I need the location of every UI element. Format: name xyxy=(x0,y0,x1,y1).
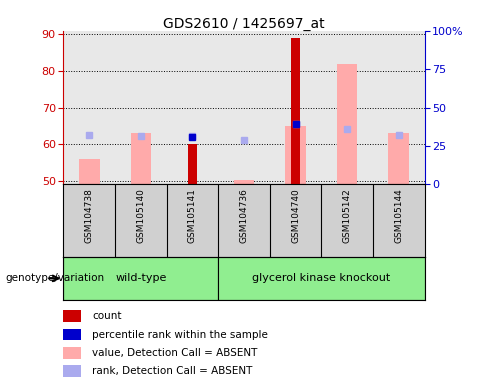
Bar xyxy=(63,257,218,300)
Bar xyxy=(63,311,81,322)
Text: GSM105144: GSM105144 xyxy=(394,188,403,243)
Text: GDS2610 / 1425697_at: GDS2610 / 1425697_at xyxy=(163,17,325,31)
Text: GSM105140: GSM105140 xyxy=(136,188,145,243)
Bar xyxy=(337,64,358,184)
Bar xyxy=(285,126,306,184)
Text: GSM105142: GSM105142 xyxy=(343,188,352,243)
Bar xyxy=(130,133,151,184)
Text: rank, Detection Call = ABSENT: rank, Detection Call = ABSENT xyxy=(92,366,253,376)
Text: value, Detection Call = ABSENT: value, Detection Call = ABSENT xyxy=(92,348,258,358)
Bar xyxy=(218,257,425,300)
Bar xyxy=(388,133,409,184)
Text: percentile rank within the sample: percentile rank within the sample xyxy=(92,329,268,339)
Text: GSM104740: GSM104740 xyxy=(291,188,300,243)
Bar xyxy=(63,329,81,340)
Bar xyxy=(63,347,81,359)
Text: glycerol kinase knockout: glycerol kinase knockout xyxy=(252,273,390,283)
Text: GSM104736: GSM104736 xyxy=(240,188,248,243)
Bar xyxy=(234,180,254,184)
Bar xyxy=(63,365,81,377)
Text: wild-type: wild-type xyxy=(115,273,166,283)
Text: genotype/variation: genotype/variation xyxy=(5,273,104,283)
Text: count: count xyxy=(92,311,122,321)
Bar xyxy=(188,144,197,184)
Text: GSM105141: GSM105141 xyxy=(188,188,197,243)
Bar xyxy=(79,159,100,184)
Bar xyxy=(291,38,300,184)
Text: GSM104738: GSM104738 xyxy=(85,188,94,243)
